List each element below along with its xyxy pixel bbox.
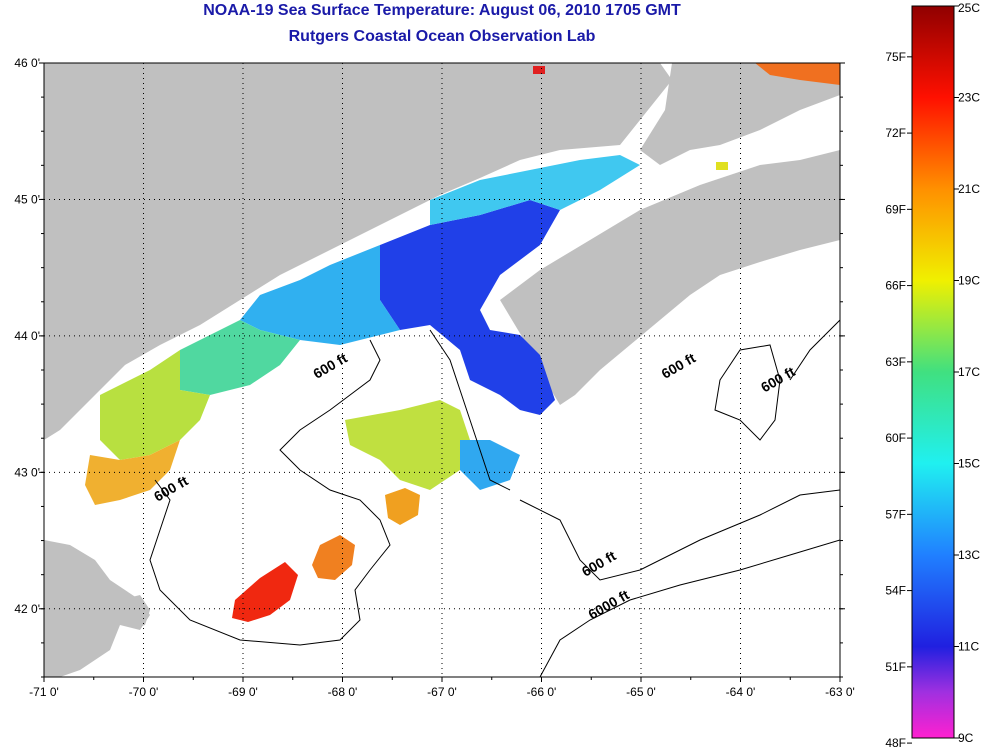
lon-tick-label: -69 0' [228,685,258,699]
colorbar [911,5,955,739]
lon-tick-label: -67 0' [427,685,457,699]
sst-blue-core [380,200,560,415]
colorbar-f-label: 51F [885,660,906,674]
colorbar-c-label: 17C [958,365,980,379]
contour-600ft-ne2 [789,319,840,381]
sst-yellow-spot [716,162,728,170]
land-maine [44,63,672,440]
lat-tick-label: 46 0' [14,56,40,70]
sst-orange-south [312,535,355,580]
lat-tick-label: 45 0' [14,192,40,206]
colorbar-c-label: 21C [958,182,980,196]
sst-orange-ne [755,63,840,85]
colorbar-f-label: 60F [885,431,906,445]
sst-green-band [180,320,300,395]
sst-patches [85,63,840,622]
contour-600ft-west [149,339,391,646]
colorbar-c-label: 13C [958,548,980,562]
colorbar-c-label: 9C [958,731,974,745]
land-cape-tip [120,595,150,628]
colorbar-f-label: 72F [885,126,906,140]
land-cape-cod [44,540,150,677]
colorbar-celsius-labels: 25C 23C 21C 19C 17C 15C 13C 11C 9C [954,1,980,745]
colorbar-f-label: 66F [885,279,906,293]
latitude-axis: 46 0' 45 0' 44 0' 43 0' 42 0' [14,56,845,678]
contour-600ft-center [429,329,511,491]
lat-tick-label: 42 0' [14,602,40,616]
sst-yellow-west [100,350,210,460]
colorbar-f-label: 69F [885,202,906,216]
colorbar-c-label: 19C [958,274,980,288]
colorbar-c-label: 23C [958,91,980,105]
colorbar-c-label: 15C [958,457,980,471]
lat-tick-label: 43 0' [14,465,40,479]
colorbar-f-label: 54F [885,584,906,598]
sst-red-spot [533,66,545,74]
lon-tick-label: -71 0' [29,685,59,699]
sst-orange-west [85,440,180,505]
lat-tick-label: 44 0' [14,329,40,343]
sst-orange-mid [385,488,420,525]
contour-600ft-ne1 [714,344,781,441]
sst-central-cyan [460,440,520,490]
lon-tick-label: -63 0' [825,685,855,699]
longitude-axis: -71 0' -70 0' -69 0' -68 0' -67 0' -66 0' -65 … [29,677,855,699]
lon-tick-label: -66 0' [527,685,557,699]
colorbar-f-label: 63F [885,355,906,369]
colorbar-f-label: 75F [885,50,906,64]
sst-cyan-band [240,245,400,345]
colorbar-c-label: 25C [958,1,980,15]
depth-contours [149,319,840,677]
map-title: NOAA-19 Sea Surface Temperature: August … [203,2,681,19]
sst-red-patch [232,562,298,622]
contour-600ft-east [519,489,840,581]
lon-tick-label: -70 0' [129,685,159,699]
contour-6000ft [539,539,840,677]
colorbar-f-label: 57F [885,507,906,521]
sst-lightblue-ne [430,155,640,225]
colorbar-c-label: 11C [958,640,979,654]
land [44,63,840,677]
map-subtitle: Rutgers Coastal Ocean Observation Lab [288,28,596,45]
colorbar-f-label: 48F [885,736,906,750]
colorbar-fahrenheit-labels: 75F 72F 69F 66F 63F 60F 57F 54F 51F 48F [885,50,912,750]
lon-tick-label: -64 0' [726,685,756,699]
lon-tick-label: -68 0' [328,685,358,699]
sst-central-yellow [345,400,470,490]
land-nova-scotia [500,150,840,405]
lon-tick-label: -65 0' [626,685,656,699]
